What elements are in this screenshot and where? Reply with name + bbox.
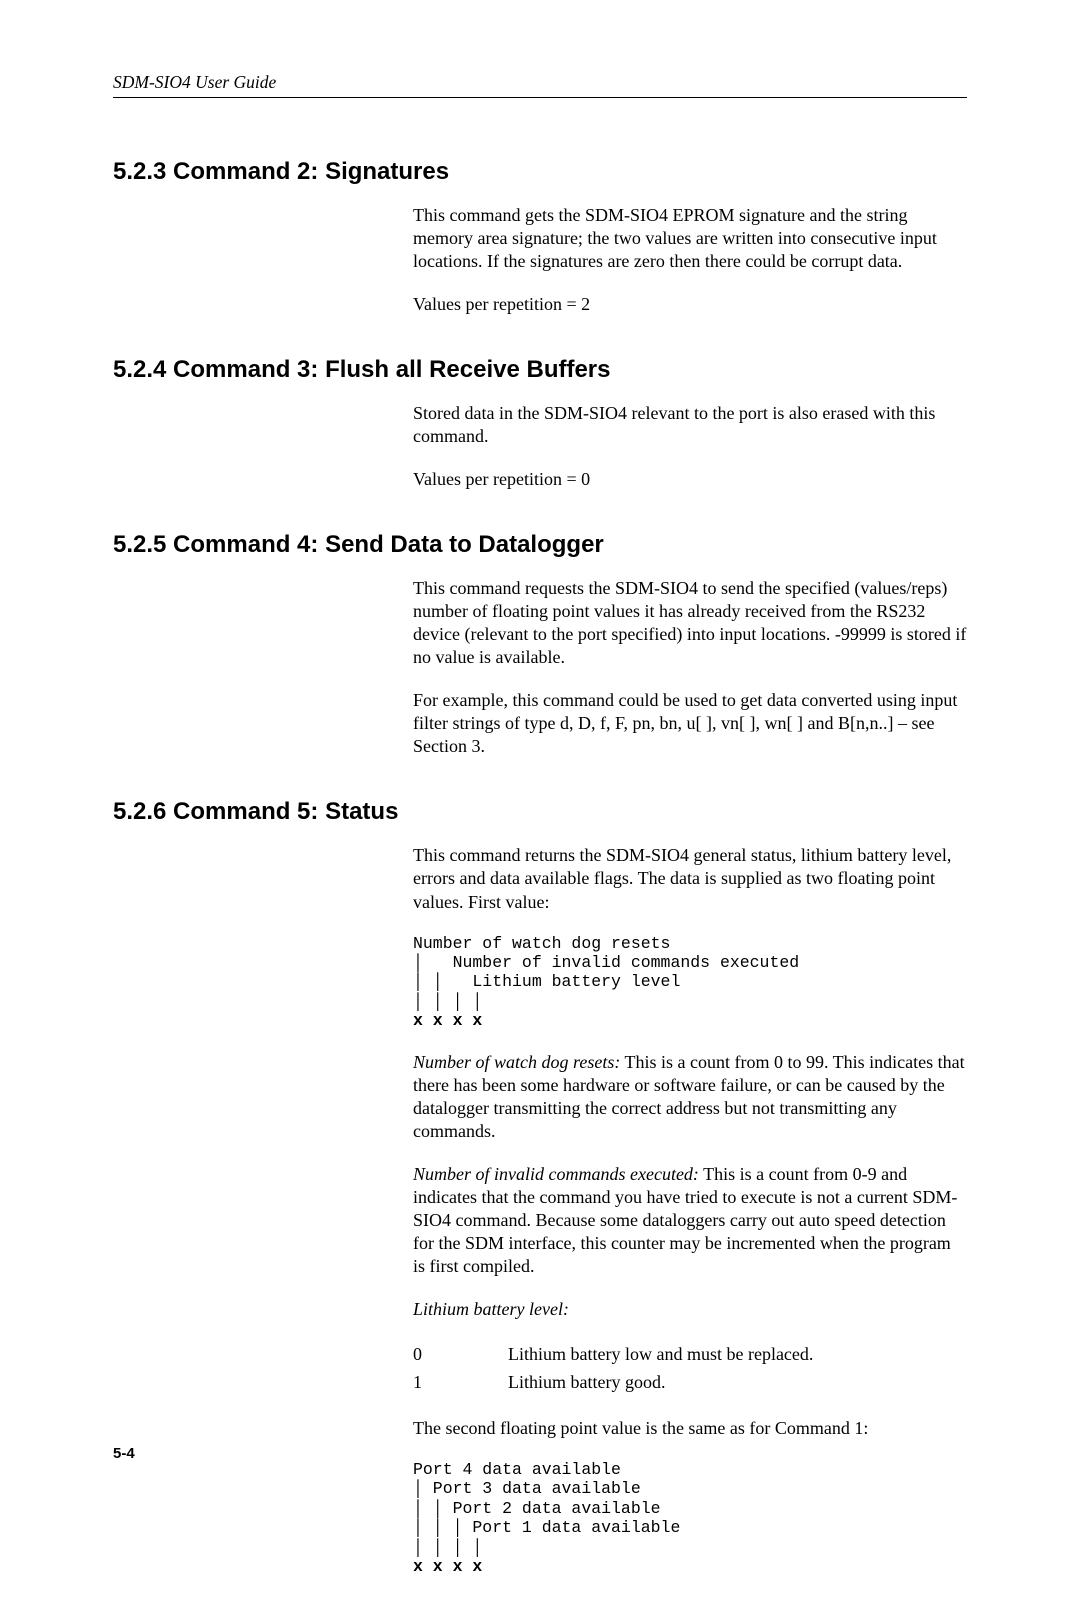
paragraph: Lithium battery level:: [413, 1298, 967, 1321]
heading-5-2-6: 5.2.6 Command 5: Status: [113, 798, 967, 826]
paragraph: Number of watch dog resets: This is a co…: [413, 1051, 967, 1143]
paragraph: Values per repetition = 0: [413, 468, 967, 491]
page-content: SDM-SIO4 User Guide 5.2.3 Command 2: Sig…: [113, 72, 967, 1597]
table-row: 0 Lithium battery low and must be replac…: [413, 1341, 967, 1369]
table-row: 1 Lithium battery good.: [413, 1369, 967, 1397]
table-cell: 0: [413, 1341, 508, 1369]
code-block-status-1: Number of watch dog resets │ Number of i…: [413, 934, 967, 1031]
paragraph: Stored data in the SDM-SIO4 relevant to …: [413, 402, 967, 448]
heading-5-2-5: 5.2.5 Command 4: Send Data to Datalogger: [113, 531, 967, 559]
code-line: │ │ │ │: [413, 992, 482, 1011]
running-header: SDM-SIO4 User Guide: [113, 72, 967, 98]
table-cell: Lithium battery good.: [508, 1369, 967, 1397]
body-5-2-6-second: The second floating point value is the s…: [413, 1417, 967, 1440]
heading-5-2-4: 5.2.4 Command 3: Flush all Receive Buffe…: [113, 356, 967, 384]
lithium-table: 0 Lithium battery low and must be replac…: [413, 1341, 967, 1397]
code-block-status-2: Port 4 data available │ Port 3 data avai…: [413, 1460, 967, 1577]
paragraph: This command returns the SDM-SIO4 genera…: [413, 844, 967, 913]
code-line: │ │ Lithium battery level: [413, 972, 680, 991]
table-cell: 1: [413, 1369, 508, 1397]
term-label: Number of invalid commands executed:: [413, 1164, 699, 1184]
paragraph: This command gets the SDM-SIO4 EPROM sig…: [413, 204, 967, 273]
code-line: Port 4 data available: [413, 1460, 621, 1479]
code-line: │ │ Port 2 data available: [413, 1499, 661, 1518]
code-line: │ Number of invalid commands executed: [413, 953, 799, 972]
body-5-2-5: This command requests the SDM-SIO4 to se…: [413, 577, 967, 758]
paragraph: The second floating point value is the s…: [413, 1417, 967, 1440]
term-label: Number of watch dog resets:: [413, 1052, 620, 1072]
body-5-2-6-watchdog: Number of watch dog resets: This is a co…: [413, 1051, 967, 1321]
body-5-2-6-intro: This command returns the SDM-SIO4 genera…: [413, 844, 967, 913]
code-line: │ │ │ │: [413, 1538, 482, 1557]
paragraph: Values per repetition = 2: [413, 293, 967, 316]
code-line: │ Port 3 data available: [413, 1479, 641, 1498]
table-cell: Lithium battery low and must be replaced…: [508, 1341, 967, 1369]
term-label: Lithium battery level:: [413, 1299, 569, 1319]
body-5-2-3: This command gets the SDM-SIO4 EPROM sig…: [413, 204, 967, 316]
paragraph: Number of invalid commands executed: Thi…: [413, 1163, 967, 1278]
code-line-bold: x x x x: [413, 1011, 482, 1030]
code-line-bold: x x x x: [413, 1557, 482, 1576]
code-line: Number of watch dog resets: [413, 934, 670, 953]
paragraph: This command requests the SDM-SIO4 to se…: [413, 577, 967, 669]
heading-5-2-3: 5.2.3 Command 2: Signatures: [113, 158, 967, 186]
body-5-2-4: Stored data in the SDM-SIO4 relevant to …: [413, 402, 967, 491]
page-number: 5-4: [113, 1445, 135, 1462]
paragraph: For example, this command could be used …: [413, 689, 967, 758]
